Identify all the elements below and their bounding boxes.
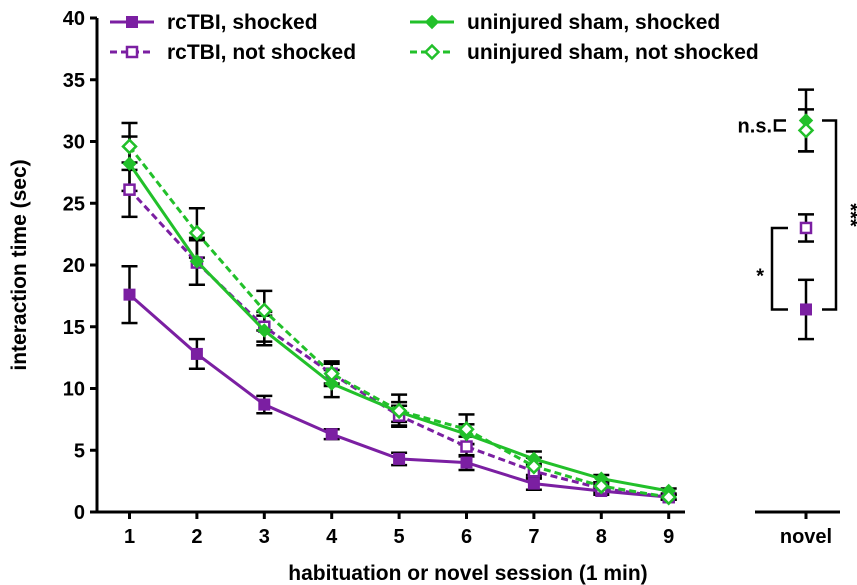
legend-label: uninjured sham, shocked [467, 11, 720, 34]
significance-label: *** [839, 203, 857, 227]
x-tick-label: 1 [124, 526, 135, 548]
legend-item: rcTBI, shocked [110, 11, 318, 34]
y-ticks: 0 5 10 15 20 25 30 35 40 [63, 8, 97, 524]
data-point [460, 456, 473, 469]
bracket-line [822, 119, 838, 311]
data-point [123, 288, 136, 301]
series-line [128, 188, 669, 499]
x-tick-label: 5 [394, 526, 405, 548]
x-tick-label: 6 [461, 526, 472, 548]
x-tick-label: 7 [528, 526, 539, 548]
data-point [122, 156, 137, 171]
data-point [325, 428, 338, 441]
significance-bracket: * [756, 226, 788, 311]
data-point [257, 323, 272, 338]
data-point-novel [797, 122, 815, 139]
x-tick-label: 9 [663, 526, 674, 548]
data-point [460, 440, 473, 453]
y-tick-label: 0 [74, 502, 85, 524]
data-point [525, 458, 543, 475]
x-tick-label: 8 [596, 526, 607, 548]
x-tick-label: 3 [259, 526, 270, 548]
legend: rcTBI, shocked rcTBI, not shocked uninjure… [110, 11, 759, 64]
x-tick-label: 4 [326, 526, 338, 548]
data-point [256, 302, 273, 319]
legend-label: rcTBI, shocked [167, 11, 318, 34]
data-point [190, 347, 203, 360]
legend-marker [423, 43, 441, 61]
legend-label: uninjured sham, not shocked [467, 41, 759, 64]
legend-marker [424, 14, 440, 30]
y-tick-label: 25 [63, 193, 85, 215]
legend-item: uninjured sham, shocked [410, 11, 720, 34]
data-point [458, 420, 475, 438]
data-point [323, 365, 340, 382]
bracket-line [773, 119, 786, 132]
series-line [128, 145, 669, 499]
data-point-novel [800, 303, 812, 316]
significance-label: * [756, 266, 764, 288]
legend-marker [126, 16, 138, 28]
legend-label: rcTBI, not shocked [167, 41, 356, 64]
x-axis-title: habituation or novel session (1 min) [288, 562, 647, 585]
legend-marker [125, 45, 139, 59]
significance-bracket: n.s. [738, 115, 786, 137]
bracket-line [770, 226, 788, 311]
data-point [593, 477, 610, 495]
series-layer [121, 88, 815, 506]
y-tick-label: 30 [63, 132, 85, 154]
series-line [128, 162, 669, 493]
data-point-novel [799, 221, 813, 235]
y-tick-label: 5 [74, 440, 85, 462]
x-ticks: 1 2 3 4 5 6 7 8 9 novel [124, 512, 832, 548]
legend-item: rcTBI, not shocked [110, 41, 356, 64]
significance-bracket: *** [822, 119, 857, 311]
significance-label: n.s. [738, 115, 772, 137]
x-tick-label: novel [780, 526, 832, 548]
legend-item: uninjured sham, not shocked [410, 41, 759, 64]
data-point [527, 477, 540, 490]
series-uninjured-sham-not-shocked [121, 122, 815, 506]
y-tick-label: 10 [63, 379, 85, 401]
x-tick-label: 2 [191, 526, 202, 548]
y-axis-title: interaction time (sec) [8, 159, 31, 370]
y-tick-label: 35 [63, 70, 85, 92]
y-tick-label: 40 [63, 8, 85, 30]
y-tick-label: 20 [63, 255, 85, 277]
data-point [188, 224, 206, 242]
axes: 0 5 10 15 20 25 30 35 40 1 2 3 4 5 6 7 8 9 novel habituat… [8, 8, 840, 585]
data-point [324, 376, 339, 391]
y-tick-label: 15 [63, 317, 85, 339]
data-point [189, 254, 205, 269]
data-point [121, 138, 138, 155]
data-point [390, 402, 408, 419]
data-point [123, 183, 136, 196]
data-point [258, 398, 271, 411]
series-uninjured-sham-shocked [122, 113, 814, 499]
data-point [660, 488, 677, 506]
significance-annotations: n.s.**** [738, 115, 857, 311]
data-point [393, 452, 406, 465]
